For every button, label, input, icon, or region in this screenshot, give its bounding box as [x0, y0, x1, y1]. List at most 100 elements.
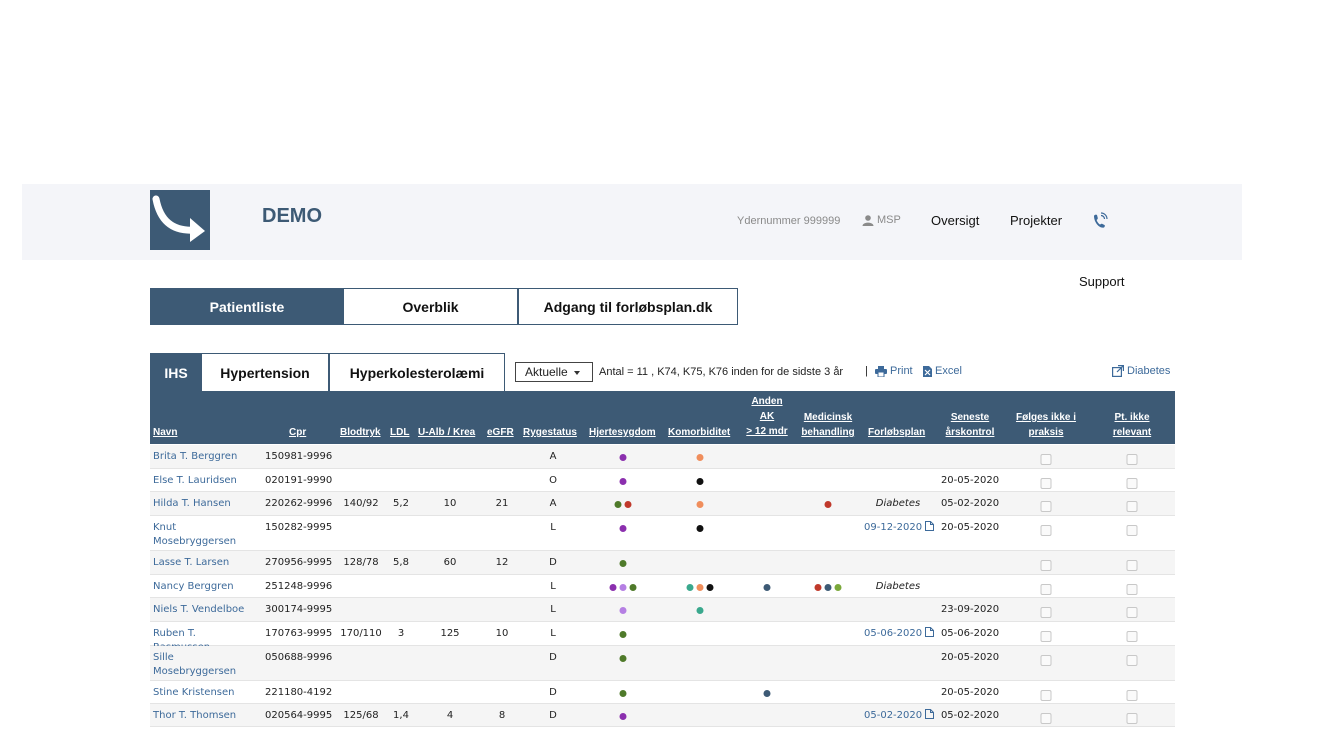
pt-ikke-relevant-checkbox[interactable]	[1126, 607, 1138, 618]
ualb-cell: 60	[443, 557, 457, 568]
ualb-cell: 125	[440, 628, 460, 639]
forlobsplan-link[interactable]: 05-02-2020	[864, 709, 935, 723]
folges-ikke-checkbox[interactable]	[1040, 560, 1052, 571]
patient-name-link[interactable]: Else T. Lauridsen	[153, 475, 237, 486]
egfr-cell: 8	[498, 710, 506, 721]
status-dot-icon	[629, 584, 637, 591]
col-ldl[interactable]: LDL	[390, 427, 410, 438]
col-folges-ikke[interactable]: Følges ikke i praksis	[1008, 410, 1084, 440]
blodtryk-cell: 170/110	[340, 628, 382, 639]
pt-ikke-relevant-checkbox[interactable]	[1126, 655, 1138, 666]
user-icon	[862, 214, 874, 226]
folges-ikke-checkbox[interactable]	[1040, 713, 1052, 724]
table-row: Hilda T. Hansen 220262-9996 140/92 5,2 10 21 A…	[150, 492, 1175, 516]
komorbiditet-dots	[686, 584, 714, 591]
col-medicinsk-line2: behandling	[801, 427, 855, 438]
document-icon	[925, 521, 935, 531]
status-dot-icon	[696, 584, 704, 591]
tab-hyperkolesterolaemi[interactable]: Hyperkolesterolæmi	[329, 353, 505, 391]
col-komorbiditet[interactable]: Komorbiditet	[668, 427, 731, 438]
col-ualb[interactable]: U-Alb / Krea	[418, 427, 476, 438]
nav-projekter[interactable]: Projekter	[1010, 213, 1063, 228]
table-row: Else T. Lauridsen 020191-9990 O 20-05-2020	[150, 469, 1175, 492]
pt-ikke-relevant-checkbox[interactable]	[1126, 501, 1138, 512]
table-row: Sille Mosebryggersen 050688-9996 D 20-05-20…	[150, 646, 1175, 681]
col-blodtryk[interactable]: Blodtryk	[340, 427, 381, 438]
patient-name-link[interactable]: Lasse T. Larsen	[153, 557, 230, 568]
pt-ikke-relevant-checkbox[interactable]	[1126, 525, 1138, 536]
folges-ikke-checkbox[interactable]	[1040, 584, 1052, 595]
logo-icon[interactable]	[150, 190, 210, 250]
phone-icon[interactable]	[1091, 212, 1109, 235]
status-dropdown[interactable]: Aktuelle	[515, 362, 593, 382]
user-menu[interactable]: MSP	[862, 214, 901, 226]
patient-name-link[interactable]: Nancy Berggren	[153, 581, 234, 592]
print-button[interactable]: Print	[875, 365, 913, 377]
status-dot-icon	[614, 501, 622, 508]
folges-ikke-checkbox[interactable]	[1040, 607, 1052, 618]
diabetes-link[interactable]: Diabetes	[1112, 365, 1170, 377]
komorbiditet-dots	[696, 525, 704, 532]
excel-button[interactable]: Excel	[923, 365, 962, 377]
col-hjertesygdom[interactable]: Hjertesygdom	[589, 427, 656, 438]
separator: |	[865, 365, 868, 377]
pt-ikke-relevant-checkbox[interactable]	[1126, 454, 1138, 465]
col-egfr[interactable]: eGFR	[487, 427, 514, 438]
tab-hypertension[interactable]: Hypertension	[202, 353, 329, 391]
table-row: Nancy Berggren 251248-9996 L Diabetes	[150, 575, 1175, 598]
external-link-icon	[1112, 365, 1124, 377]
tab-patientliste[interactable]: Patientliste	[150, 288, 344, 325]
nav-oversigt[interactable]: Oversigt	[931, 213, 980, 228]
folges-ikke-checkbox[interactable]	[1040, 478, 1052, 489]
folges-ikke-checkbox[interactable]	[1040, 525, 1052, 536]
col-medicinsk[interactable]: Medicinsk behandling	[797, 410, 859, 440]
pt-ikke-relevant-checkbox[interactable]	[1126, 584, 1138, 595]
status-dot-icon	[609, 584, 617, 591]
forlobsplan-link[interactable]: 09-12-2020	[864, 521, 935, 535]
rygestatus-cell: D	[549, 687, 557, 698]
hjertesygdom-dots	[619, 655, 627, 662]
col-navn[interactable]: Navn	[153, 427, 178, 438]
rygestatus-cell: D	[549, 652, 557, 663]
col-rygestatus[interactable]: Rygestatus	[523, 427, 577, 438]
status-dot-icon	[619, 655, 627, 662]
folges-ikke-checkbox[interactable]	[1040, 454, 1052, 465]
col-anden-ak[interactable]: Anden AK > 12 mdr	[742, 394, 792, 439]
rygestatus-cell: A	[549, 498, 557, 509]
col-forlobsplan[interactable]: Forløbsplan	[868, 427, 926, 438]
tab-overblik[interactable]: Overblik	[344, 288, 518, 325]
status-dot-icon	[696, 525, 704, 532]
col-seneste[interactable]: Seneste årskontrol	[940, 410, 1000, 440]
pt-ikke-relevant-checkbox[interactable]	[1126, 690, 1138, 701]
patient-name-link[interactable]: Stine Kristensen	[153, 687, 235, 698]
patient-name-link[interactable]: Thor T. Thomsen	[153, 710, 237, 721]
folges-ikke-checkbox[interactable]	[1040, 501, 1052, 512]
patient-name-link[interactable]: Knut Mosebryggersen	[153, 522, 237, 547]
patient-name-link[interactable]: Brita T. Berggren	[153, 451, 238, 462]
tab-forlobsplan[interactable]: Adgang til forløbsplan.dk	[518, 288, 738, 325]
medicinsk-dots	[824, 501, 832, 508]
folges-ikke-checkbox[interactable]	[1040, 631, 1052, 642]
status-dot-icon	[619, 631, 627, 638]
col-folges-line2: praksis	[1028, 427, 1064, 438]
forlobsplan-link[interactable]: 05-06-2020	[864, 627, 935, 641]
col-pt-ikke-relevant[interactable]: Pt. ikke relevant	[1100, 410, 1164, 440]
patient-name-link[interactable]: Niels T. Vendelboe	[153, 604, 245, 615]
folges-ikke-checkbox[interactable]	[1040, 655, 1052, 666]
cpr-cell: 050688-9996	[265, 652, 333, 663]
support-link[interactable]: Support	[1079, 274, 1125, 289]
summary-text: Antal = 11 , K74, K75, K76 inden for de …	[599, 366, 844, 378]
pt-ikke-relevant-checkbox[interactable]	[1126, 560, 1138, 571]
col-cpr[interactable]: Cpr	[289, 427, 307, 438]
pt-ikke-relevant-checkbox[interactable]	[1126, 478, 1138, 489]
status-dot-icon	[624, 501, 632, 508]
pt-ikke-relevant-checkbox[interactable]	[1126, 631, 1138, 642]
folges-ikke-checkbox[interactable]	[1040, 690, 1052, 701]
tab-ihs[interactable]: IHS	[150, 353, 202, 391]
patient-name-link[interactable]: Hilda T. Hansen	[153, 498, 231, 509]
pt-ikke-relevant-checkbox[interactable]	[1126, 713, 1138, 724]
patient-name-link[interactable]: Sille Mosebryggersen	[153, 652, 237, 677]
cpr-cell: 221180-4192	[265, 687, 333, 698]
hjertesygdom-dots	[619, 607, 627, 614]
status-dot-icon	[824, 584, 832, 591]
